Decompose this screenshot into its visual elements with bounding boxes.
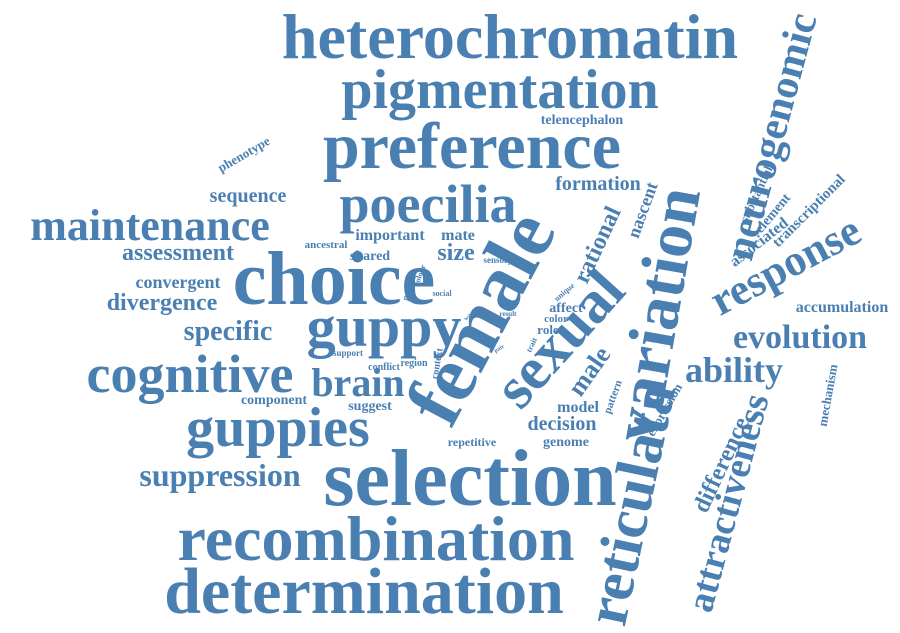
word-shared: shared (350, 249, 390, 264)
word-preference: preference (323, 110, 621, 183)
word-sensory: sensory (484, 255, 513, 265)
word-assessment: assessment (122, 240, 234, 266)
word-ancestral: ancestral (305, 239, 348, 251)
word-heterochromatin: heterochromatin (282, 1, 738, 72)
word-brain: brain (311, 360, 404, 405)
word-selection: selection (323, 435, 616, 523)
word-genome: genome (543, 435, 589, 450)
word-divergence: divergence (107, 290, 218, 316)
word-pair: pair (493, 344, 506, 355)
word-conflict: conflict (368, 362, 400, 373)
word-social: social (432, 289, 452, 298)
word-suppression: suppression (139, 457, 300, 493)
word-accumulation: accumulation (796, 299, 889, 316)
word-region: region (400, 358, 427, 369)
word-recombination: recombination (177, 503, 574, 574)
word-ability: ability (685, 350, 783, 390)
word-pigmentation: pigmentation (341, 59, 658, 121)
word-poecilia: poecilia (340, 174, 517, 234)
word-test: test (486, 335, 498, 344)
word-telencephalon: telencephalon (541, 113, 624, 128)
word-choice: choice (233, 237, 436, 321)
word-component: component (241, 393, 307, 408)
word-color: color (544, 313, 568, 325)
word-important: important (355, 227, 425, 244)
word-model: model (557, 399, 599, 416)
word-context: context (429, 347, 445, 380)
word-cognitive: cognitive (87, 344, 294, 404)
word-suggest: suggest (348, 399, 392, 414)
word-repetitive: repetitive (448, 435, 497, 449)
word-evolution: evolution (733, 319, 867, 356)
word-decision: decision (528, 413, 597, 435)
word-convergent: convergent (136, 272, 221, 292)
word-guppy: guppy (307, 294, 462, 359)
word-phenotype: phenotype (215, 133, 273, 175)
word-specific: specific (184, 316, 273, 347)
word-support: support (333, 348, 363, 358)
word-mate: mate (441, 227, 475, 244)
word-result: result (500, 310, 518, 318)
word-formation: formation (555, 173, 641, 195)
word-size: size (437, 240, 475, 266)
word-wild: wild (463, 311, 476, 322)
word-role: role (537, 322, 559, 337)
word-determination: determination (164, 555, 564, 628)
word-maintenance: maintenance (30, 201, 270, 250)
word-sequence: sequence (210, 185, 287, 207)
word-guppies: guppies (186, 397, 370, 459)
word-mechanism: mechanism (815, 363, 841, 428)
word-affect: affect (549, 301, 583, 316)
